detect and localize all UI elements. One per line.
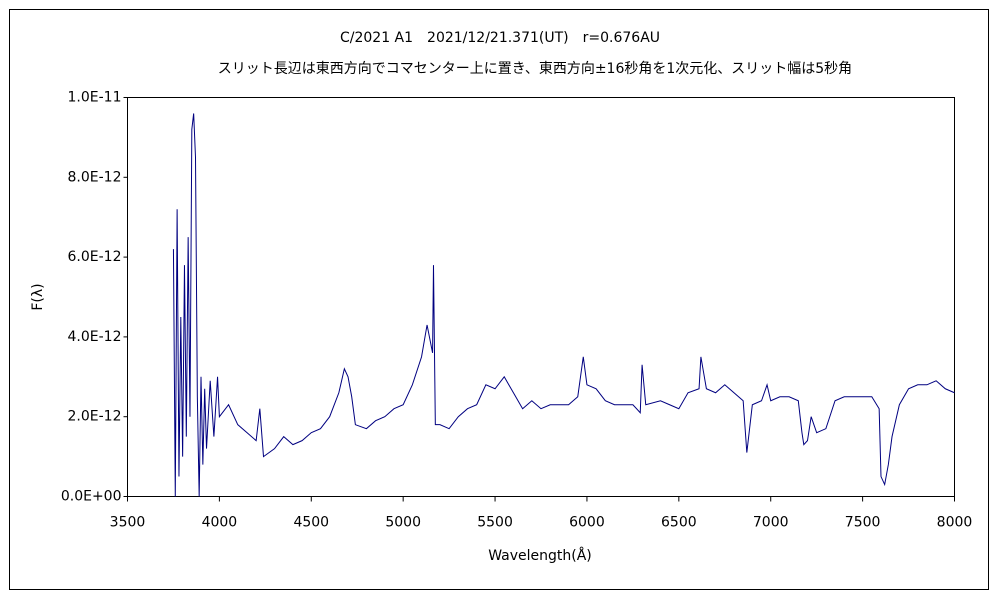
x-tick-label: 7000 <box>753 515 789 531</box>
y-tick-label: 2.0E-12 <box>68 409 122 425</box>
x-tick-label: 5000 <box>385 515 421 531</box>
chart-title: C/2021 A1 2021/12/21.371(UT) r=0.676AU <box>340 30 660 46</box>
y-axis-label: F(λ) <box>30 283 46 310</box>
y-tick-label: 4.0E-12 <box>68 329 122 345</box>
x-tick-label: 4000 <box>202 515 238 531</box>
y-tick-label: 8.0E-12 <box>68 169 122 185</box>
x-tick-label: 8000 <box>937 515 973 531</box>
x-tick-label: 7500 <box>845 515 881 531</box>
x-tick-label: 6000 <box>569 515 605 531</box>
chart-subtitle: スリット長辺は東西方向でコマセンター上に置き、東西方向±16秒角を1次元化、スリ… <box>218 61 852 77</box>
x-tick-label: 6500 <box>661 515 697 531</box>
x-tick-label: 4500 <box>293 515 329 531</box>
x-axis-label: Wavelength(Å) <box>488 547 592 564</box>
x-tick-label: 3500 <box>110 515 146 531</box>
x-tick-label: 5500 <box>477 515 513 531</box>
y-tick-label: 1.0E-11 <box>68 90 122 106</box>
chart-border <box>9 9 989 590</box>
plot-area <box>127 97 955 497</box>
spectrum-line <box>172 113 955 497</box>
y-tick-label: 6.0E-12 <box>68 249 122 265</box>
y-tick-label: 0.0E+00 <box>61 489 122 505</box>
